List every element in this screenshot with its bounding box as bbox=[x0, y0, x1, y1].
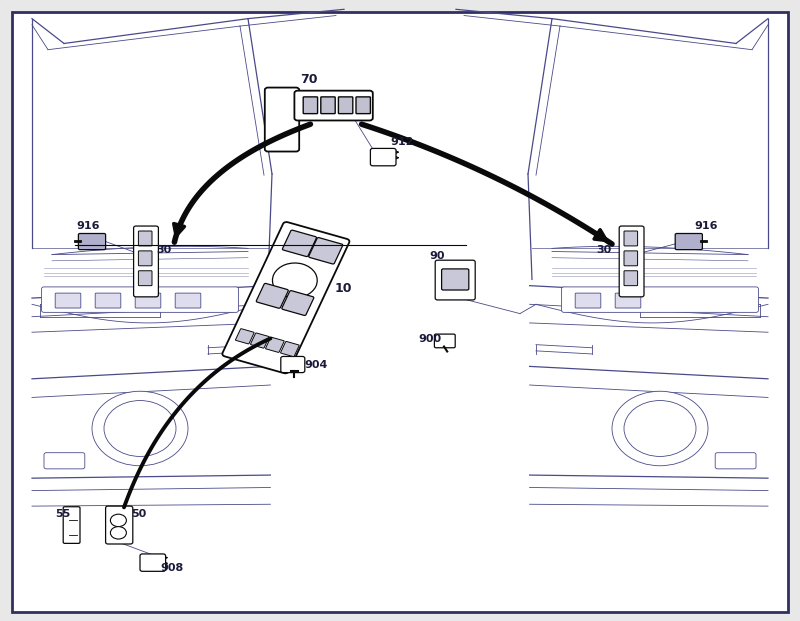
FancyBboxPatch shape bbox=[321, 97, 335, 114]
FancyBboxPatch shape bbox=[435, 260, 475, 300]
Circle shape bbox=[104, 401, 176, 456]
FancyBboxPatch shape bbox=[282, 291, 314, 315]
FancyBboxPatch shape bbox=[624, 251, 638, 266]
Text: 916: 916 bbox=[77, 220, 100, 230]
Text: 912: 912 bbox=[390, 137, 414, 147]
FancyBboxPatch shape bbox=[442, 269, 469, 290]
FancyBboxPatch shape bbox=[106, 506, 133, 544]
FancyBboxPatch shape bbox=[675, 233, 702, 250]
FancyBboxPatch shape bbox=[281, 342, 299, 356]
Text: 90: 90 bbox=[430, 251, 445, 261]
FancyBboxPatch shape bbox=[256, 283, 288, 308]
FancyBboxPatch shape bbox=[235, 329, 254, 344]
FancyBboxPatch shape bbox=[63, 507, 80, 543]
FancyBboxPatch shape bbox=[715, 453, 756, 469]
FancyBboxPatch shape bbox=[266, 337, 284, 352]
Text: 900: 900 bbox=[418, 333, 442, 343]
FancyBboxPatch shape bbox=[250, 333, 269, 348]
FancyBboxPatch shape bbox=[356, 97, 370, 114]
FancyBboxPatch shape bbox=[138, 251, 152, 266]
FancyBboxPatch shape bbox=[222, 222, 350, 373]
FancyBboxPatch shape bbox=[44, 453, 85, 469]
FancyBboxPatch shape bbox=[135, 293, 161, 308]
Text: 908: 908 bbox=[160, 563, 183, 573]
FancyBboxPatch shape bbox=[624, 271, 638, 286]
Text: 916: 916 bbox=[694, 220, 718, 230]
FancyBboxPatch shape bbox=[134, 226, 158, 297]
Circle shape bbox=[273, 263, 318, 298]
FancyBboxPatch shape bbox=[619, 226, 644, 297]
FancyBboxPatch shape bbox=[575, 293, 601, 308]
FancyBboxPatch shape bbox=[95, 293, 121, 308]
FancyBboxPatch shape bbox=[434, 334, 455, 348]
Circle shape bbox=[110, 527, 126, 539]
Circle shape bbox=[624, 401, 696, 456]
Text: 30: 30 bbox=[157, 245, 172, 255]
FancyBboxPatch shape bbox=[138, 231, 152, 246]
FancyBboxPatch shape bbox=[78, 233, 106, 250]
Circle shape bbox=[110, 514, 126, 527]
Text: 904: 904 bbox=[304, 360, 327, 370]
Text: 30: 30 bbox=[597, 245, 612, 255]
Circle shape bbox=[612, 391, 708, 466]
FancyBboxPatch shape bbox=[138, 271, 152, 286]
FancyBboxPatch shape bbox=[42, 287, 238, 312]
FancyBboxPatch shape bbox=[624, 231, 638, 246]
FancyBboxPatch shape bbox=[303, 97, 318, 114]
Text: 70: 70 bbox=[300, 73, 318, 86]
FancyBboxPatch shape bbox=[140, 554, 166, 571]
FancyBboxPatch shape bbox=[370, 148, 396, 166]
FancyBboxPatch shape bbox=[175, 293, 201, 308]
FancyBboxPatch shape bbox=[281, 356, 305, 373]
FancyBboxPatch shape bbox=[294, 91, 373, 120]
Text: 50: 50 bbox=[131, 509, 146, 519]
FancyBboxPatch shape bbox=[265, 88, 299, 152]
FancyBboxPatch shape bbox=[309, 238, 342, 264]
Circle shape bbox=[92, 391, 188, 466]
FancyBboxPatch shape bbox=[282, 230, 317, 256]
FancyBboxPatch shape bbox=[562, 287, 758, 312]
FancyBboxPatch shape bbox=[55, 293, 81, 308]
FancyBboxPatch shape bbox=[615, 293, 641, 308]
Text: 10: 10 bbox=[334, 282, 352, 295]
FancyBboxPatch shape bbox=[338, 97, 353, 114]
FancyBboxPatch shape bbox=[12, 12, 788, 612]
Text: 55: 55 bbox=[55, 509, 70, 519]
